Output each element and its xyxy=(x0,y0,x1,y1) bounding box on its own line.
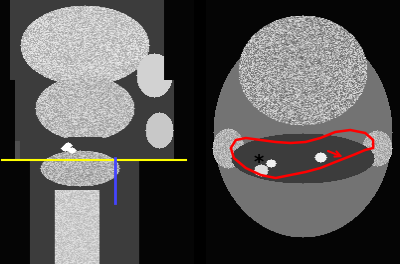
Text: *: * xyxy=(253,153,264,172)
